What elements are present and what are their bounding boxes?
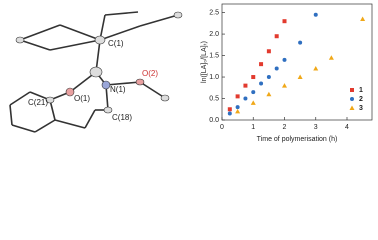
x-tick-label: 0 — [220, 124, 224, 131]
marker — [235, 105, 240, 110]
x-axis-label: Time of polymerisation (h) — [257, 136, 338, 143]
legend-label: 2 — [359, 96, 363, 103]
marker — [313, 12, 318, 17]
y-tick-label: 2.0 — [209, 31, 219, 38]
x-tick-label: 1 — [251, 124, 255, 131]
marker — [235, 94, 240, 99]
marker — [266, 49, 271, 54]
marker — [235, 108, 241, 114]
marker — [259, 62, 264, 67]
marker — [282, 19, 287, 24]
legend-label: 3 — [359, 105, 363, 112]
marker — [251, 75, 256, 80]
marker — [266, 91, 272, 97]
legend-label: 1 — [359, 87, 363, 94]
x-tick-label: 3 — [314, 124, 318, 131]
atom-label: C(1) — [108, 39, 124, 48]
marker — [243, 83, 248, 88]
plot-frame — [221, 3, 373, 121]
marker — [298, 40, 303, 45]
atom-label: N(1) — [110, 85, 126, 94]
marker — [297, 74, 303, 80]
marker — [251, 90, 256, 95]
marker — [274, 66, 279, 71]
marker — [282, 83, 287, 88]
marker — [259, 81, 264, 86]
y-tick-label: 0.0 — [209, 117, 219, 124]
y-tick-label: 1.0 — [209, 74, 219, 81]
legend-marker — [349, 105, 355, 110]
x-tick-label: 2 — [283, 124, 287, 131]
marker — [227, 111, 232, 116]
legend-marker — [350, 88, 354, 92]
marker — [266, 75, 271, 80]
marker — [274, 34, 279, 39]
marker — [250, 100, 256, 105]
marker — [227, 107, 232, 112]
y-tick-label: 0.5 — [209, 95, 219, 102]
y-tick-label: 1.5 — [209, 52, 219, 59]
atom-label: C(18) — [112, 113, 132, 122]
figure: C(1) O(2) N(1) O(1) C(21) C(18) Time of … — [9, 3, 373, 143]
legend-marker — [350, 97, 354, 101]
atom-label: O(1) — [74, 94, 90, 103]
marker — [243, 96, 248, 101]
molecule: C(1) O(2) N(1) O(1) C(21) C(18) — [9, 11, 183, 133]
marker — [360, 16, 366, 22]
marker — [328, 55, 334, 60]
x-tick-label: 4 — [345, 124, 349, 131]
y-axis-label: ln([LA]₀/[LA]ₜ) — [201, 41, 208, 83]
atom-label: C(21) — [28, 98, 48, 107]
atom-label: O(2) — [142, 69, 158, 78]
marker — [313, 65, 319, 71]
y-tick-label: 2.5 — [209, 9, 219, 16]
page: C(1) O(2) N(1) O(1) C(21) C(18) Time of … — [9, 3, 373, 143]
marker — [282, 57, 287, 62]
